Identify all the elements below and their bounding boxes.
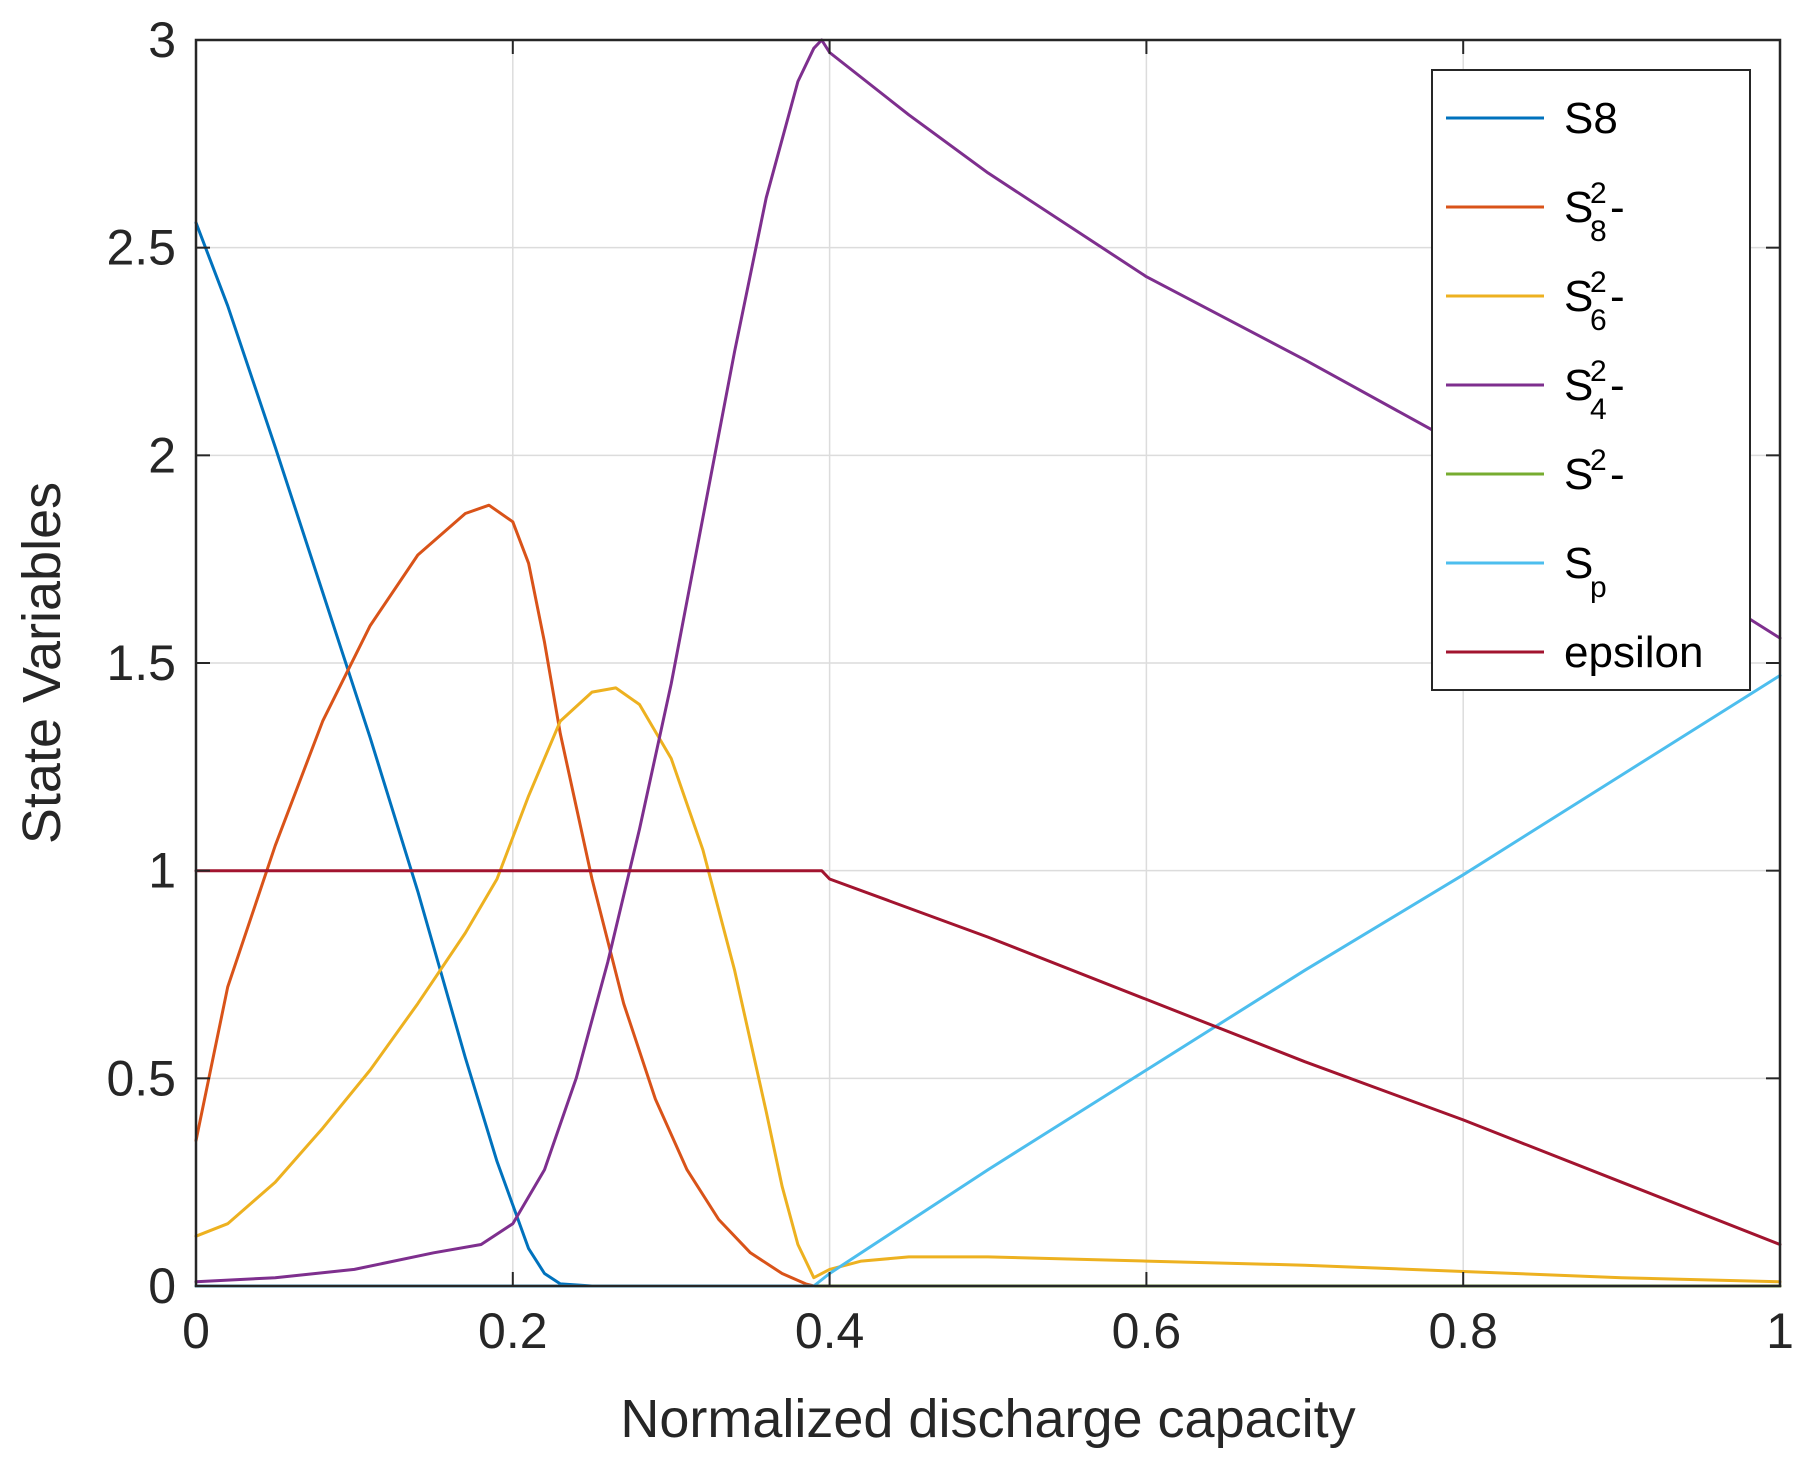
x-tick-label: 0 (182, 1303, 210, 1359)
legend-label-sub: p (1590, 571, 1607, 604)
legend-label-sup: 2 (1590, 444, 1607, 477)
series-line-s4-2- (194, 38, 1782, 1284)
y-tick-label: 1 (148, 843, 176, 899)
y-tick-label: 2 (148, 427, 176, 483)
ticks: 0 0.2 0.4 0.6 0.8 1 0 0.5 1 1.5 2 2.5 3 (106, 12, 1793, 1359)
legend-label-base: S (1564, 539, 1593, 588)
legend-label-suffix: - (1610, 361, 1625, 410)
legend-entry-s4-2-: S2 4- (1564, 355, 1625, 426)
series-line-s6-2- (194, 686, 1782, 1284)
legend-label-sup: 2 (1590, 266, 1607, 299)
x-axis-title: Normalized discharge capacity (620, 1389, 1355, 1449)
y-tick-label: 1.5 (106, 635, 176, 691)
y-tick-label: 2.5 (106, 220, 176, 276)
legend-label-sup: 2 (1590, 355, 1607, 388)
legend-box (1431, 69, 1751, 691)
x-tick-label: 1 (1766, 1303, 1794, 1359)
legend-label-sub: 6 (1590, 304, 1607, 337)
x-tick-label: 0.8 (1428, 1303, 1498, 1359)
legend-label-sub: 8 (1590, 215, 1607, 248)
legend-label-base: S (1564, 272, 1593, 321)
legend-label-base: S (1564, 183, 1593, 232)
y-tick-label: 0.5 (106, 1050, 176, 1106)
y-axis-title: State Variables (12, 482, 72, 844)
legend-entry-sp: Sp (1564, 539, 1607, 604)
legend-label-suffix: - (1610, 183, 1625, 232)
x-tick-label: 0.4 (795, 1303, 865, 1359)
y-tick-label: 3 (148, 12, 176, 68)
series-line-epsilon (194, 869, 1782, 1246)
legend-entry-epsilon: epsilon (1564, 628, 1703, 677)
legend-label-base: S8 (1564, 94, 1618, 143)
legend-label-base: S (1564, 450, 1593, 499)
x-tick-label: 0.6 (1112, 1303, 1182, 1359)
legend-label-suffix: - (1610, 450, 1625, 499)
legend-entry-s-2-: S2- (1564, 444, 1625, 499)
legend-entry-s6-2-: S2 6- (1564, 266, 1625, 337)
legend-label-base: epsilon (1564, 628, 1703, 677)
series-line-sp (194, 674, 1782, 1288)
legend-entry-s8-2-: S2 8- (1564, 177, 1625, 248)
legend-entry-s8: S8 (1564, 94, 1618, 143)
legend-label-base: S (1564, 361, 1593, 410)
legend-label-sup: 2 (1590, 177, 1607, 210)
x-tick-label: 0.2 (478, 1303, 548, 1359)
legend-label-suffix: - (1610, 272, 1625, 321)
y-tick-label: 0 (148, 1258, 176, 1314)
legend-label-sub: 4 (1590, 393, 1607, 426)
